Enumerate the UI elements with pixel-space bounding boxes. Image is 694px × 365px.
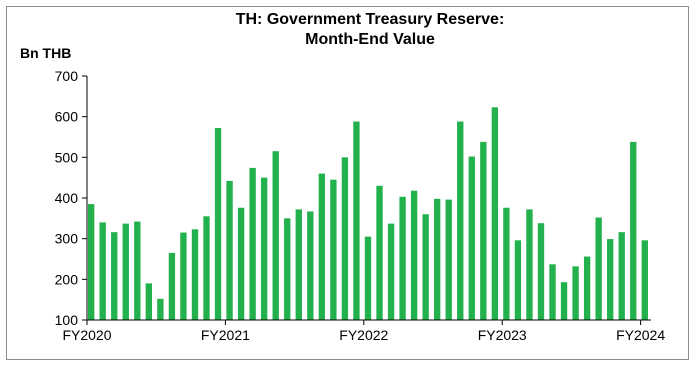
axes-group: 100 200 300 400 500 600 700 FY2020 FY2021 FY2022 F… <box>55 68 666 343</box>
bar-21 <box>330 179 337 320</box>
bar-34 <box>480 141 487 320</box>
bar-7 <box>168 252 176 320</box>
x-tick-label: FY2023 <box>478 327 527 343</box>
y-tick-label: 100 <box>55 312 79 328</box>
bar-46 <box>618 232 625 320</box>
bar-29 <box>422 214 429 320</box>
bar-38 <box>526 209 533 320</box>
bar-43 <box>583 256 591 320</box>
bar-32 <box>457 121 464 320</box>
chart-title-line-2: Month-End Value <box>305 31 435 48</box>
y-tick-label: 600 <box>55 109 79 125</box>
bar-47 <box>630 141 637 320</box>
bar-18 <box>295 209 302 320</box>
bars-group <box>88 107 648 320</box>
bar-4 <box>134 221 141 320</box>
y-tick-label: 500 <box>55 149 79 165</box>
y-tick-label: 300 <box>55 231 79 247</box>
y-axis-unit-label: Bn THB <box>20 45 71 61</box>
bar-24 <box>364 236 372 320</box>
bar-25 <box>376 185 383 320</box>
bar-1 <box>99 222 106 320</box>
bar-19 <box>307 211 314 320</box>
bar-17 <box>284 218 291 320</box>
bar-14 <box>249 167 256 320</box>
bar-35 <box>491 107 499 320</box>
bar-41 <box>560 282 568 320</box>
bar-40 <box>549 264 556 320</box>
x-tick-label: FY2022 <box>339 327 388 343</box>
bar-0 <box>88 204 95 320</box>
bar-23 <box>353 121 360 320</box>
bar-20 <box>318 173 326 320</box>
bar-48 <box>641 240 648 320</box>
bar-44 <box>595 217 602 320</box>
y-tick-label: 400 <box>55 190 79 206</box>
bar-15 <box>261 177 268 320</box>
bar-2 <box>111 232 118 320</box>
bar-26 <box>387 223 395 320</box>
bar-39 <box>537 223 545 320</box>
y-tick-label: 700 <box>55 68 79 84</box>
bar-16 <box>272 151 279 320</box>
x-tick-label: FY2020 <box>62 327 111 343</box>
bar-27 <box>399 196 406 320</box>
bar-13 <box>237 207 245 320</box>
bar-10 <box>203 216 210 320</box>
chart-title-line-1: TH: Government Treasury Reserve: <box>236 11 505 28</box>
bar-33 <box>468 156 475 320</box>
bar-5 <box>145 283 153 320</box>
bar-36 <box>503 207 510 320</box>
bar-31 <box>445 199 452 320</box>
bar-11 <box>214 128 222 320</box>
bar-42 <box>572 266 579 320</box>
bar-45 <box>607 239 614 320</box>
bar-22 <box>341 157 349 320</box>
bar-3 <box>122 223 129 320</box>
bar-37 <box>514 240 522 320</box>
x-tick-label: FY2021 <box>201 327 250 343</box>
y-tick-label: 200 <box>55 271 79 287</box>
bar-12 <box>226 180 233 320</box>
bar-6 <box>157 298 164 320</box>
x-tick-label: FY2024 <box>616 327 665 343</box>
bar-8 <box>180 232 187 320</box>
bar-30 <box>434 198 441 320</box>
bar-28 <box>410 190 418 320</box>
bar-9 <box>191 229 199 320</box>
